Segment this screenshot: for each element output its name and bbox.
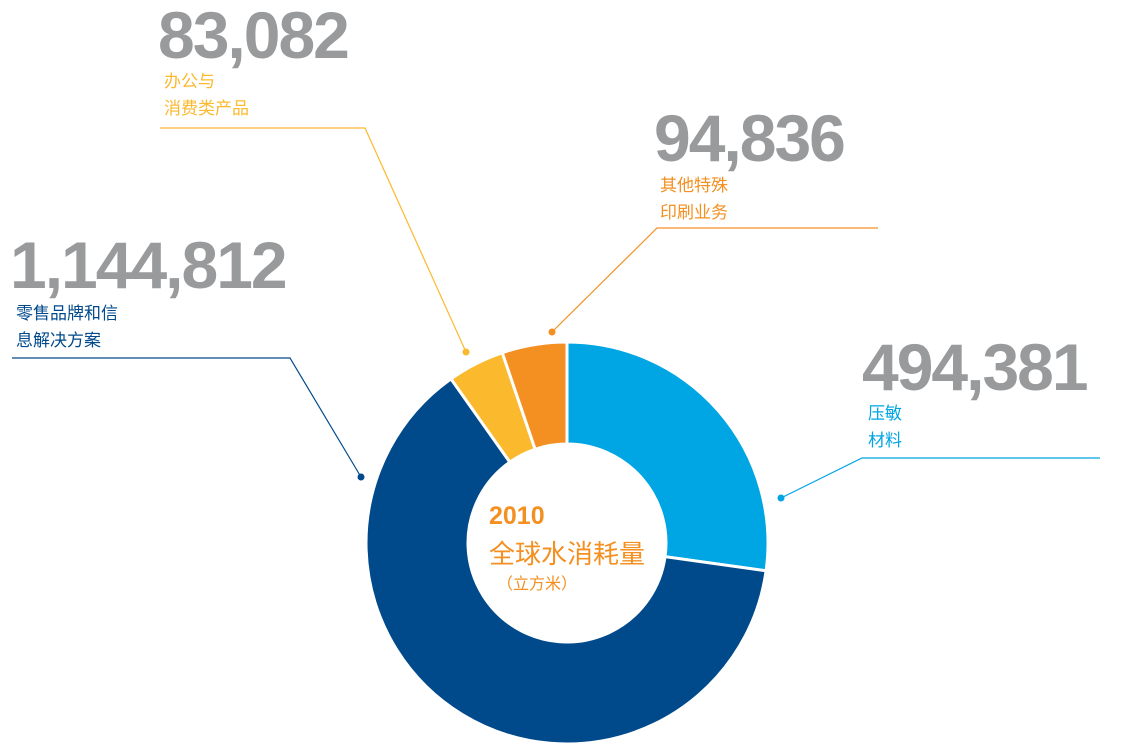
value-label: 94,836 bbox=[654, 101, 846, 175]
donut-segment bbox=[565, 340, 770, 573]
value-label: 83,082 bbox=[158, 0, 350, 72]
donut-segment bbox=[364, 376, 768, 745]
leader-line bbox=[12, 357, 362, 478]
leader-line bbox=[780, 457, 1100, 499]
category-label: 办公与 消费类产品 bbox=[164, 72, 249, 118]
category-label: 零售品牌和信 息解决方案 bbox=[16, 304, 118, 350]
leader-dot bbox=[462, 348, 470, 356]
leader-dot bbox=[548, 328, 556, 336]
leader-line bbox=[160, 127, 467, 353]
donut-segment bbox=[500, 340, 569, 452]
center-year: 2010 bbox=[489, 502, 545, 530]
category-label: 压敏 材料 bbox=[868, 404, 902, 450]
center-unit: （立方米） bbox=[497, 576, 578, 593]
category-label: 其他特殊 印刷业务 bbox=[660, 176, 728, 222]
leader-dot bbox=[357, 473, 365, 481]
center-title: 全球水消耗量 bbox=[489, 539, 646, 569]
leader-dot bbox=[777, 494, 785, 502]
leader-line bbox=[551, 227, 878, 333]
value-label: 1,144,812 bbox=[10, 228, 288, 302]
value-label: 494,381 bbox=[862, 330, 1089, 404]
